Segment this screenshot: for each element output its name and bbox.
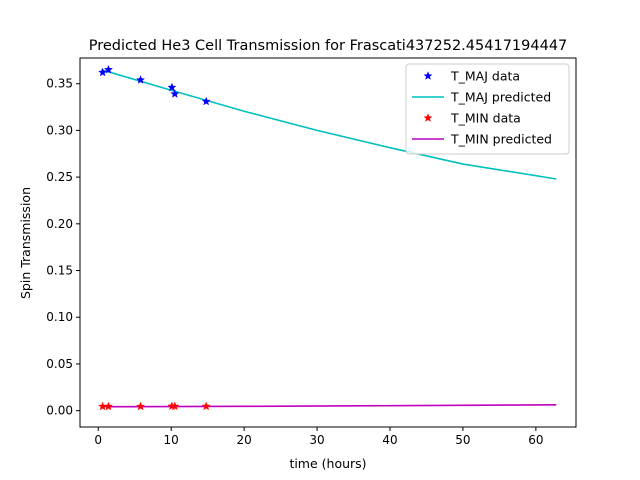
- legend-label: T_MAJ predicted: [450, 90, 551, 105]
- t-maj-data-point: [170, 89, 180, 98]
- t-maj-data-legend-marker: [423, 71, 433, 80]
- y-tick-label: 0.15: [46, 264, 73, 278]
- t-min-data-point: [201, 401, 211, 411]
- t-min-data-point: [170, 401, 180, 411]
- x-tick-label: 30: [309, 433, 324, 447]
- x-tick-label: 20: [236, 433, 251, 447]
- x-tick-label: 40: [382, 433, 397, 447]
- t-maj-data-point: [103, 64, 113, 74]
- chart-title: Predicted He3 Cell Transmission for Fras…: [89, 38, 568, 54]
- x-tick-label: 60: [528, 433, 543, 447]
- x-axis-title: time (hours): [289, 456, 366, 471]
- y-tick-label: 0.10: [46, 310, 73, 324]
- legend: T_MAJ data T_MAJ predicted T_MIN data T_MIN…: [405, 63, 570, 155]
- x-tick-label: 10: [164, 433, 179, 447]
- y-axis-title: Spin Transmission: [18, 187, 33, 299]
- t-maj-data-point: [98, 67, 108, 77]
- y-tick-label: 0.20: [46, 217, 73, 231]
- plot-area: 0 10 20 30 40 50 60 0.00 0.05 0.10 0.15 0.20 0.25 0.3…: [46, 57, 577, 447]
- legend-label: T_MIN predicted: [450, 132, 552, 147]
- t-min-data-point: [103, 401, 113, 411]
- legend-box: [405, 63, 570, 155]
- y-tick-label: 0.25: [46, 170, 73, 184]
- t-maj-predicted-line: [100, 68, 557, 180]
- y-tick-label: 0.30: [46, 123, 73, 137]
- plot-frame: [79, 57, 577, 428]
- t-maj-data-point: [136, 75, 146, 84]
- x-tick-label: 50: [455, 433, 470, 447]
- y-tick-label: 0.05: [46, 357, 73, 371]
- t-maj-data-point: [201, 96, 211, 106]
- legend-label: T_MAJ data: [450, 69, 520, 84]
- x-tick-label: 0: [94, 433, 102, 447]
- legend-label: T_MIN data: [450, 111, 521, 126]
- t-maj-data-point: [167, 82, 177, 92]
- y-tick-label: 0.35: [46, 77, 73, 91]
- t-min-data-point: [136, 401, 146, 411]
- y-tick-label: 0.00: [46, 404, 73, 418]
- t-min-data-legend-marker: [423, 113, 433, 122]
